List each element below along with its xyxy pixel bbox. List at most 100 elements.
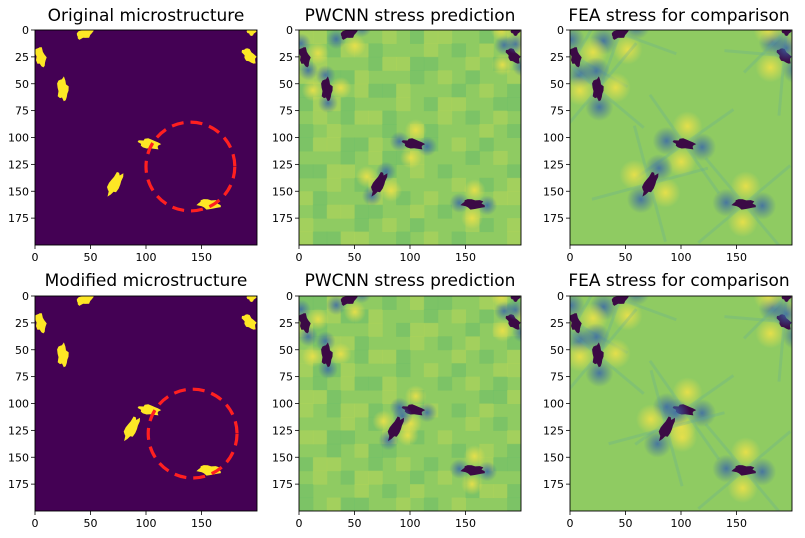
inclusion-particle <box>611 296 629 306</box>
plot-area <box>35 30 257 245</box>
panel-title: PWCNN stress prediction <box>305 271 516 291</box>
stress-concentration <box>755 52 786 83</box>
stress-concentration <box>372 410 395 433</box>
y-tick-label: 100 <box>272 132 293 145</box>
prediction-patch <box>368 204 383 219</box>
x-tick-label: 50 <box>619 517 633 530</box>
prediction-patch <box>368 309 383 324</box>
inclusion-particle <box>592 342 604 368</box>
prediction-patch <box>465 336 480 351</box>
prediction-patch <box>507 484 521 499</box>
prediction-patch <box>451 97 466 112</box>
prediction-patch <box>465 70 480 85</box>
prediction-patch <box>479 390 494 404</box>
prediction-patch <box>479 218 494 233</box>
inclusion-particle <box>570 313 582 334</box>
prediction-patch <box>410 484 425 499</box>
prediction-patch <box>354 484 369 499</box>
x-tick-label: 50 <box>348 517 362 530</box>
stress-relief <box>748 191 777 220</box>
prediction-patch <box>451 309 466 324</box>
inclusion-particle <box>57 342 69 368</box>
prediction-patch <box>326 497 342 511</box>
prediction-patch <box>396 457 411 472</box>
y-tick-label: 25 <box>15 317 29 330</box>
stress-relief <box>772 34 792 62</box>
prediction-patch <box>299 164 314 179</box>
inclusion-particle <box>241 314 257 330</box>
prediction-patch <box>299 497 314 511</box>
x-tick-label: 50 <box>84 251 98 264</box>
prediction-patch <box>354 443 369 458</box>
y-tick-label: 125 <box>543 158 564 171</box>
y-tick-label: 75 <box>279 371 293 384</box>
prediction-patch <box>368 322 383 337</box>
prediction-patch <box>493 110 508 125</box>
prediction-patch <box>299 403 314 418</box>
y-tick-label: 50 <box>15 344 29 357</box>
prediction-patch <box>507 83 521 98</box>
inclusion-particle <box>340 30 358 40</box>
stress-concentration <box>672 111 703 142</box>
prediction-patch <box>396 56 411 71</box>
matrix-background <box>35 30 257 245</box>
prediction-patch <box>299 430 314 445</box>
stress-concentration <box>755 318 786 349</box>
prediction-patch <box>382 83 397 98</box>
prediction-patch <box>437 376 453 391</box>
prediction-patch <box>326 124 342 138</box>
x-tick-label: 0 <box>567 251 574 264</box>
prediction-patch <box>410 336 425 351</box>
prediction-patch <box>340 137 355 152</box>
prediction-patch <box>507 430 521 445</box>
x-tick-label: 150 <box>726 251 747 264</box>
prediction-patch <box>396 363 411 378</box>
prediction-patch <box>382 56 397 71</box>
stress-concentration <box>461 473 484 496</box>
x-tick-label: 100 <box>671 251 692 264</box>
prediction-patch <box>493 191 508 206</box>
inclusion-particle <box>460 199 485 210</box>
x-tick-label: 150 <box>726 517 747 530</box>
prediction-patch <box>507 497 521 511</box>
prediction-patch <box>437 470 453 485</box>
inclusion-particle <box>658 416 675 442</box>
prediction-patch <box>423 97 439 112</box>
prediction-patch <box>396 349 411 364</box>
y-tick-label: 175 <box>543 478 564 491</box>
prediction-patch <box>423 231 439 245</box>
y-tick-label: 125 <box>8 158 29 171</box>
inclusion-particle <box>321 342 333 368</box>
stress-relief <box>585 359 614 388</box>
prediction-patch <box>396 97 411 112</box>
prediction-patch <box>382 296 397 310</box>
prediction-patch <box>507 191 521 206</box>
prediction-patch <box>368 43 383 58</box>
stress-concentration <box>490 296 513 307</box>
stress-concentration <box>329 342 352 365</box>
y-tick-label: 75 <box>550 105 564 118</box>
prediction-patch <box>493 376 508 391</box>
prediction-patch <box>493 484 508 499</box>
y-tick-label: 50 <box>279 78 293 91</box>
stress-concentration <box>666 146 697 177</box>
stress-relief <box>299 326 319 347</box>
prediction-patch <box>382 150 397 165</box>
stress-concentration <box>461 207 484 230</box>
prediction-patch <box>479 43 494 58</box>
stress-concentration <box>650 177 681 208</box>
prediction-patch <box>479 83 494 98</box>
panel-modified-pwcnn-stress: PWCNN stress prediction 0 50 100 150 0 25 50 75… <box>272 271 522 530</box>
y-tick-label: 150 <box>543 185 564 198</box>
stress-concentration <box>518 30 521 38</box>
prediction-patch <box>354 218 369 233</box>
prediction-patch <box>340 363 355 378</box>
panel-modified-microstructure: Modified microstructure 0 50 100 150 0 25 50 75… <box>8 271 258 530</box>
stress-relief <box>449 458 470 479</box>
prediction-patch <box>382 218 397 233</box>
y-tick-label: 75 <box>279 105 293 118</box>
prediction-patch <box>368 150 383 165</box>
inclusion-particle <box>510 296 521 302</box>
prediction-patch <box>451 137 466 152</box>
